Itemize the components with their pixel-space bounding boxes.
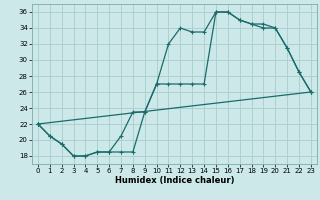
X-axis label: Humidex (Indice chaleur): Humidex (Indice chaleur) [115,176,234,185]
